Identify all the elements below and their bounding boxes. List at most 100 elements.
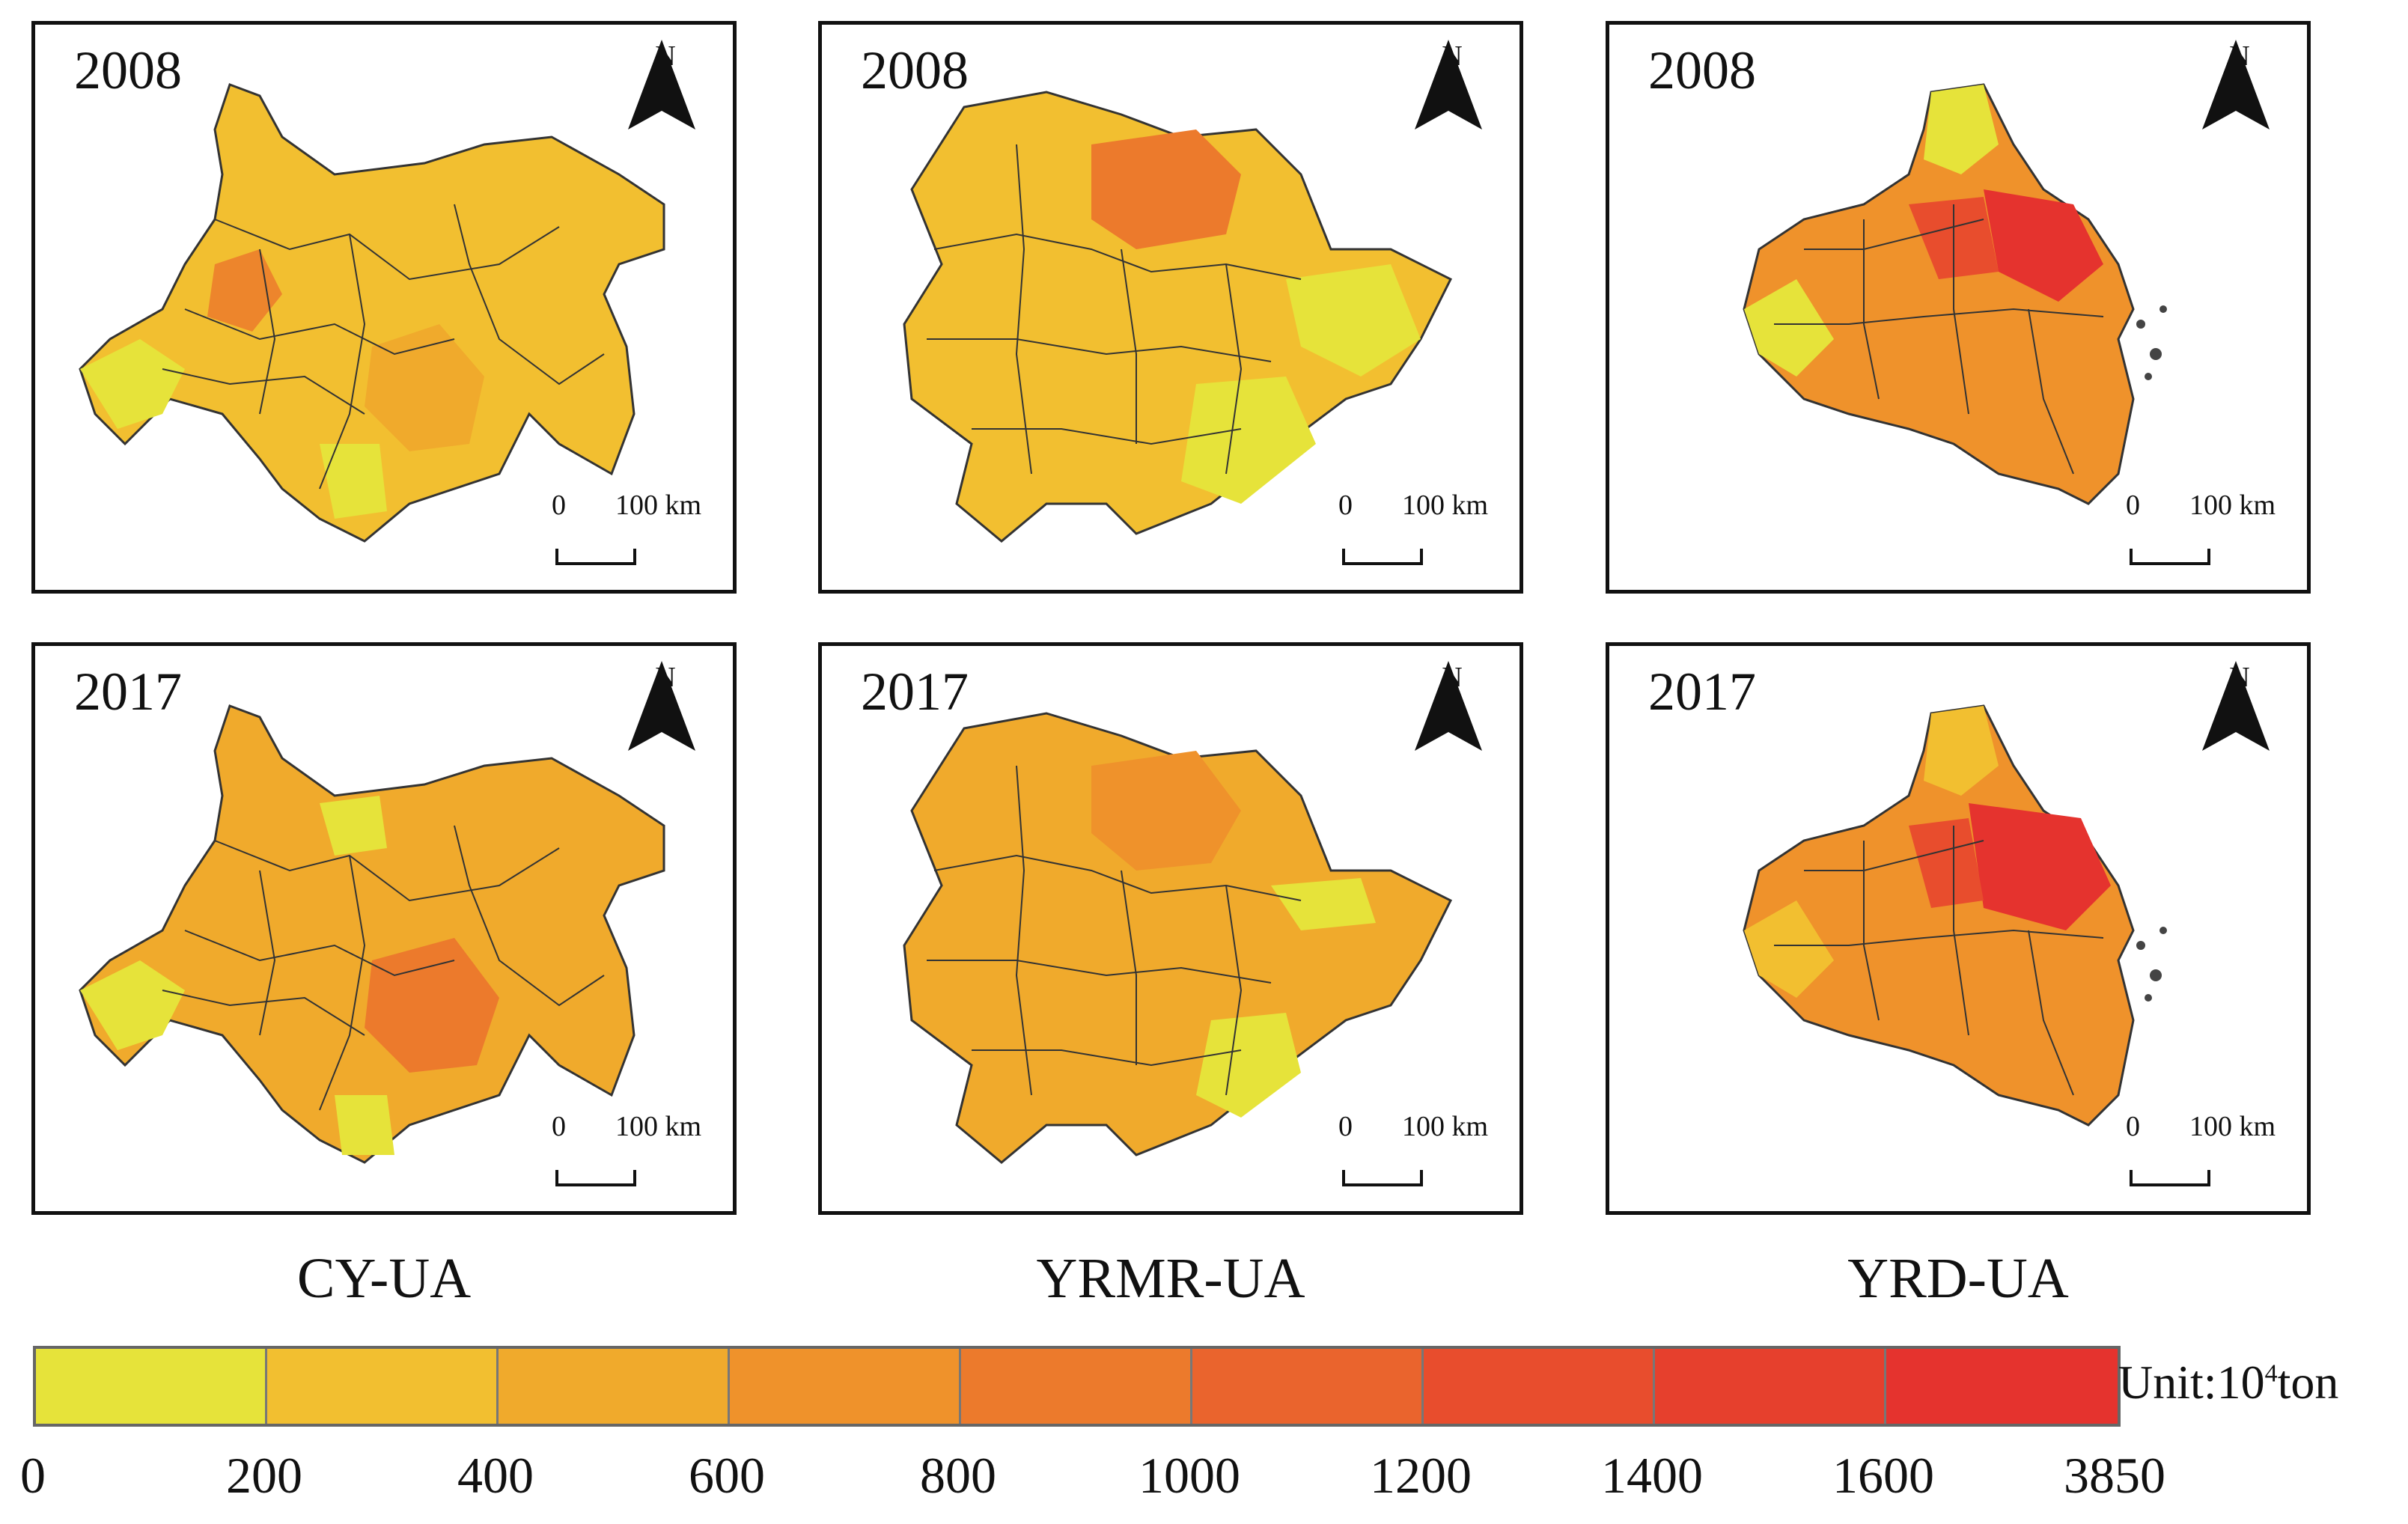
legend-cell — [1886, 1349, 2118, 1424]
map-low-area — [80, 339, 185, 429]
legend-tick: 400 — [457, 1447, 534, 1504]
north-arrow: N — [1415, 40, 1490, 129]
scale-zero: 0 — [2126, 490, 2140, 521]
map-boundaries — [162, 204, 605, 490]
map-boundaries — [927, 144, 1302, 475]
scale-zero: 0 — [552, 490, 566, 521]
map-low-area — [320, 444, 387, 519]
map-region-shape — [79, 704, 665, 1164]
map-panel-yrd-2008: 2008 N 0 100 km — [1606, 21, 2311, 594]
region-label-cy: CY-UA — [296, 1247, 472, 1310]
scale-line — [2130, 549, 2210, 565]
scale-distance: 100 km — [615, 490, 702, 521]
map-hotspot — [1091, 129, 1241, 249]
legend-cell — [961, 1349, 1192, 1424]
north-arrow: N — [628, 661, 703, 751]
map-yrd-2008 — [1743, 83, 2167, 505]
region-label-yrmr: YRMR-UA — [1036, 1247, 1305, 1310]
legend-cell — [1655, 1349, 1886, 1424]
year-label: 2008 — [74, 40, 182, 100]
scale-line — [555, 549, 636, 565]
map-cy-2008 — [79, 83, 665, 543]
map-hotspot — [1091, 751, 1241, 871]
scale-distance: 100 km — [1402, 1111, 1489, 1142]
north-arrow: N — [2202, 40, 2277, 129]
map-cy-2017 — [79, 704, 665, 1164]
map-low-area — [320, 796, 387, 856]
legend-tick: 1600 — [1832, 1447, 1934, 1504]
scale-bar: 0 100 km — [2126, 489, 2305, 571]
map-panel-yrmr-2008: 2008 N 0 100 km — [818, 21, 1523, 594]
legend-cell — [1424, 1349, 1655, 1424]
scale-zero: 0 — [2126, 1111, 2140, 1142]
map-low-area — [335, 1095, 394, 1155]
legend-tick: 800 — [920, 1447, 996, 1504]
map-yrd-2017 — [1743, 704, 2167, 1127]
map-hotspot — [365, 938, 499, 1073]
scale-line — [1342, 549, 1423, 565]
scale-distance: 100 km — [1402, 490, 1489, 521]
legend-tick: 600 — [689, 1447, 765, 1504]
unit-prefix: Unit:10 — [2118, 1356, 2265, 1409]
map-low-area — [1271, 878, 1376, 930]
unit-suffix: ton — [2277, 1356, 2339, 1409]
legend-cell — [499, 1349, 730, 1424]
north-arrow: N — [1415, 661, 1490, 751]
north-arrow-icon — [1415, 661, 1482, 751]
map-low-area — [1181, 377, 1316, 504]
year-label: 2017 — [74, 662, 182, 722]
year-label: 2008 — [1648, 40, 1756, 100]
map-hotspot — [365, 324, 484, 451]
legend-cell — [1192, 1349, 1424, 1424]
map-panel-yrmr-2017: 2017 N 0 100 km — [818, 642, 1523, 1215]
map-boundaries — [162, 825, 605, 1111]
scale-distance: 100 km — [615, 1111, 702, 1142]
north-arrow-icon — [1415, 40, 1482, 129]
unit-exponent: 4 — [2264, 1359, 2278, 1388]
north-arrow-icon — [2202, 40, 2270, 129]
legend-tick: 3850 — [2064, 1447, 2165, 1504]
scale-distance: 100 km — [2189, 1111, 2276, 1142]
map-boundaries — [927, 765, 1302, 1096]
map-islands — [2136, 927, 2167, 1002]
legend-tick: 1000 — [1139, 1447, 1240, 1504]
legend-unit: Unit:104ton — [2118, 1355, 2338, 1410]
region-label-yrd: YRD-UA — [1847, 1247, 2069, 1310]
scale-bar: 0 100 km — [552, 1110, 731, 1192]
map-yrmr-2017 — [903, 712, 1453, 1164]
scale-line — [2130, 1170, 2210, 1186]
legend-cell — [730, 1349, 961, 1424]
map-boundaries — [1774, 204, 2104, 475]
map-low-area — [80, 960, 185, 1050]
map-boundaries — [1774, 826, 2104, 1096]
scale-distance: 100 km — [2189, 490, 2276, 521]
year-label: 2017 — [861, 662, 969, 722]
map-hotspot — [1969, 803, 2111, 930]
year-label: 2008 — [861, 40, 969, 100]
map-hotspot — [1984, 189, 2103, 302]
scale-line — [1342, 1170, 1423, 1186]
map-panel-cy-2008: 2008 N 0 100 km — [31, 21, 737, 594]
scale-zero: 0 — [1338, 1111, 1353, 1142]
north-arrow-icon — [628, 661, 695, 751]
map-yrmr-2008 — [903, 91, 1453, 543]
map-low-area — [1744, 900, 1834, 998]
scale-zero: 0 — [1338, 490, 1353, 521]
legend-cell — [267, 1349, 499, 1424]
legend-tick: 1200 — [1370, 1447, 1472, 1504]
north-arrow-icon — [628, 40, 695, 129]
scale-zero: 0 — [552, 1111, 566, 1142]
map-low-area — [1744, 279, 1834, 377]
legend-tick: 0 — [20, 1447, 46, 1504]
north-arrow-icon — [2202, 661, 2270, 751]
map-low-area — [1924, 706, 1999, 796]
legend-color-bar — [33, 1346, 2121, 1427]
scale-bar: 0 100 km — [552, 489, 731, 571]
scale-bar: 0 100 km — [1338, 1110, 1518, 1192]
map-panel-yrd-2017: 2017 N 0 100 km — [1606, 642, 2311, 1215]
north-arrow: N — [2202, 661, 2277, 751]
north-arrow: N — [628, 40, 703, 129]
map-panel-cy-2017: 2017 N 0 100 km — [31, 642, 737, 1215]
map-low-area — [1924, 85, 1999, 174]
map-hotspot — [1909, 818, 1984, 908]
